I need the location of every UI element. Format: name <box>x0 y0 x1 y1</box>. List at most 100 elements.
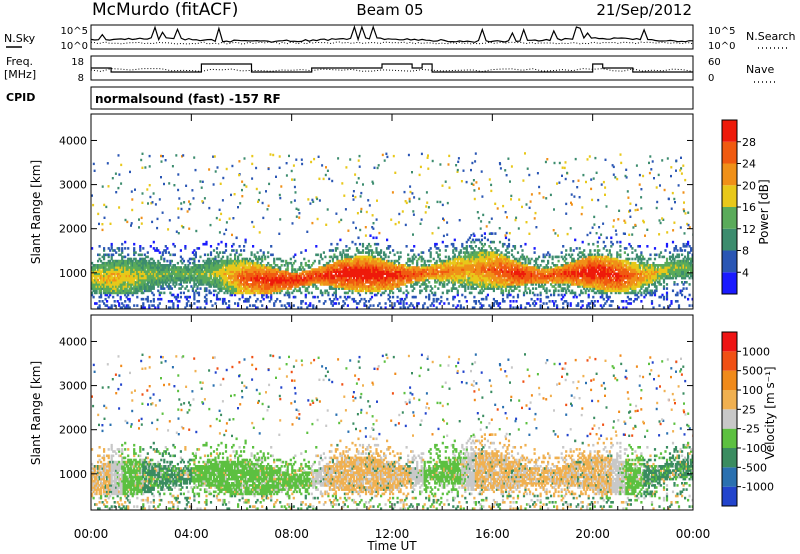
power-cell <box>277 270 280 273</box>
power-cell <box>407 272 410 276</box>
power-cell <box>491 249 494 252</box>
power-cell <box>512 274 515 278</box>
power-cell <box>124 247 127 250</box>
power-cell <box>113 287 116 290</box>
power-cell <box>524 281 527 284</box>
power-cell <box>398 276 401 280</box>
power-cell <box>121 266 124 269</box>
power-cell <box>468 236 471 240</box>
power-cell <box>519 261 523 265</box>
power-cell <box>249 264 252 267</box>
power-cell <box>246 261 249 265</box>
power-cell <box>465 249 468 252</box>
power-cell <box>191 287 194 290</box>
power-cell <box>399 264 402 267</box>
power-cell <box>407 266 410 269</box>
power-cell <box>393 261 396 265</box>
power-cell <box>253 281 256 284</box>
power-cell <box>145 255 148 259</box>
power-cell <box>259 285 262 288</box>
power-cell <box>289 276 292 280</box>
power-cell <box>133 247 136 250</box>
power-cell <box>488 255 491 259</box>
power-cell <box>101 278 104 282</box>
power-cell <box>440 264 443 267</box>
power-cell <box>128 259 131 263</box>
power-cell <box>545 281 548 284</box>
power-cell <box>270 264 273 267</box>
power-cell <box>318 300 321 303</box>
power-cell <box>97 268 100 271</box>
power-cell <box>199 287 202 290</box>
power-cell <box>357 285 360 288</box>
power-cell <box>467 287 470 290</box>
power-cell <box>199 255 202 259</box>
power-cell <box>473 281 476 284</box>
power-cell <box>212 285 216 288</box>
power-cell <box>358 251 362 254</box>
power-cell <box>471 247 474 250</box>
power-cell <box>330 270 333 273</box>
power-cell <box>559 278 562 282</box>
power-cell <box>234 283 237 286</box>
power-cell <box>553 281 556 284</box>
power-cell <box>322 274 325 278</box>
power-cell <box>413 283 416 286</box>
power-cell <box>235 289 238 293</box>
power-cell <box>91 261 94 265</box>
power-cell <box>327 266 330 269</box>
power-cell <box>504 287 508 290</box>
power-cell <box>215 264 219 267</box>
power-cell <box>437 247 440 250</box>
power-cell <box>190 257 193 261</box>
power-cell <box>507 272 511 276</box>
power-cell <box>172 306 175 309</box>
power-cell <box>536 270 539 273</box>
power-cell <box>238 274 241 278</box>
power-cell <box>247 287 250 290</box>
power-cell <box>270 253 273 257</box>
power-cell <box>498 281 502 284</box>
power-cell <box>420 278 423 282</box>
power-cell <box>465 259 468 263</box>
power-cell <box>134 259 137 263</box>
power-cell <box>176 306 179 309</box>
power-cell <box>240 287 243 290</box>
power-cell <box>453 259 456 263</box>
power-cell <box>250 285 253 288</box>
power-cell <box>152 247 155 250</box>
power-cell <box>191 276 194 280</box>
power-cell <box>92 264 95 267</box>
power-cell <box>115 268 118 271</box>
power-cell <box>131 276 134 280</box>
power-cell <box>492 281 495 284</box>
power-cell <box>556 276 559 280</box>
power-cell <box>112 249 115 252</box>
power-cell <box>458 272 461 276</box>
power-cell <box>407 264 410 267</box>
power-cell <box>137 278 140 282</box>
power-cell <box>199 276 202 280</box>
power-cell <box>157 283 160 286</box>
power-cell <box>306 289 309 293</box>
power-cell <box>551 255 554 259</box>
power-cell <box>482 274 485 278</box>
power-cell <box>324 264 327 267</box>
power-cell <box>194 253 197 257</box>
power-cell <box>461 245 464 248</box>
power-cell <box>234 255 237 259</box>
power-cell <box>270 270 273 273</box>
power-cell <box>327 276 330 280</box>
power-cell <box>139 278 142 282</box>
power-cell <box>261 283 264 286</box>
power-cell <box>157 289 160 293</box>
power-cell <box>151 291 154 295</box>
power-cell <box>157 297 160 301</box>
power-cell <box>256 281 259 284</box>
power-cell <box>273 283 276 286</box>
power-cell <box>471 278 474 282</box>
power-cell <box>416 268 419 271</box>
power-cell <box>452 297 455 301</box>
power-cell <box>291 264 294 267</box>
power-cell <box>315 281 318 284</box>
